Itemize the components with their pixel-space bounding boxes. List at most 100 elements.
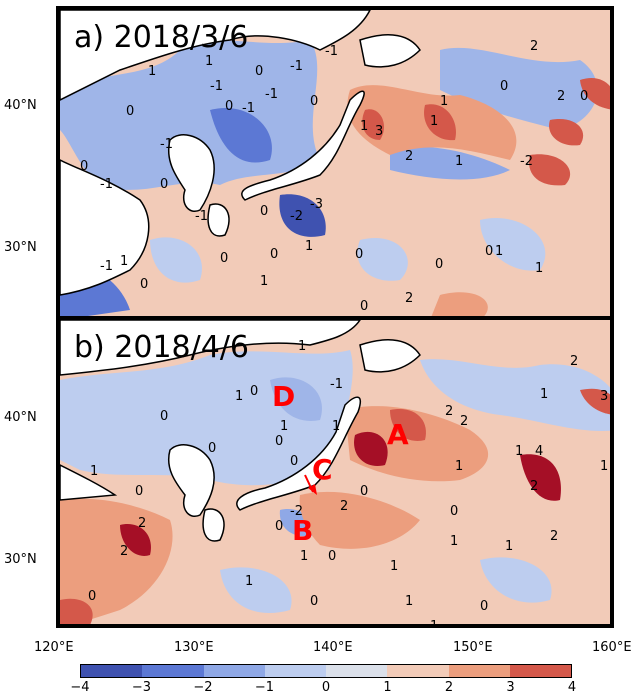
pos-region (60, 598, 93, 624)
contour-label: 2 (120, 544, 128, 559)
pos-region (529, 154, 571, 186)
neg-region (390, 146, 510, 180)
land-hokkaido (359, 339, 421, 373)
contour-label: 2 (530, 39, 538, 54)
contour-label: 0 (270, 247, 278, 262)
contour-label: 3 (600, 389, 608, 404)
contour-label: 1 (305, 239, 313, 254)
land-china-coast (60, 159, 150, 296)
colorbar-tick: 0 (321, 680, 331, 695)
pos-region (390, 409, 426, 441)
contour-label: 0 (135, 484, 143, 499)
contour-label: 0 (328, 549, 336, 564)
colorbar-tick: 3 (506, 680, 515, 695)
region-label-a: A (387, 418, 409, 451)
colorbar-tick: −1 (254, 680, 275, 695)
pos-region (362, 109, 385, 140)
neg-region (480, 557, 552, 603)
contour-label: 0 (435, 257, 443, 272)
pos-region (60, 498, 173, 624)
contour-label: 1 (280, 419, 288, 434)
contour-label: 0 (480, 599, 488, 614)
neg-region (420, 359, 610, 431)
contour-label: 1 (205, 54, 213, 69)
land-korea (168, 134, 215, 212)
land-asia (60, 10, 371, 101)
contour-label: -1 (242, 101, 255, 116)
contour-label: 0 (126, 104, 134, 119)
pos-region (520, 454, 561, 501)
x-tick-140e: 140°E (313, 640, 353, 655)
contour-label: 2 (405, 149, 413, 164)
contour-label: 1 (300, 549, 308, 564)
contour-label: -1 (100, 177, 113, 192)
contour-label: 2 (557, 89, 565, 104)
contour-label: 2 (405, 291, 413, 306)
contour-label: -1 (100, 259, 113, 274)
colorbar-segment (509, 665, 571, 677)
contour-label: 2 (445, 404, 453, 419)
contour-label: 1 (495, 244, 503, 259)
panel-b-title: b) 2018/4/6 (74, 330, 250, 365)
contour-label: 1 (505, 539, 513, 554)
neg-region (440, 47, 598, 130)
land-korea (168, 444, 215, 517)
neg-region (210, 108, 272, 163)
contour-label: 0 (260, 204, 268, 219)
contour-label: 0 (160, 177, 168, 192)
neg-region (480, 218, 546, 271)
pos-region (299, 491, 420, 549)
land-asia (60, 320, 361, 376)
contour-label: 3 (375, 124, 383, 139)
contour-label: -1 (290, 59, 303, 74)
contour-label: 1 (90, 464, 98, 479)
contour-label: 1 (535, 261, 543, 276)
colorbar-segment (203, 665, 265, 677)
contour-label: 2 (138, 516, 146, 531)
contour-label: -1 (210, 79, 223, 94)
contour-label: 0 (255, 64, 263, 79)
contour-label: 0 (450, 504, 458, 519)
contour-label: 0 (290, 454, 298, 469)
panel-b-map: 1 0 -1 0 0 1 0 1 2 0 1 0 2 1 2 1 1 0 2 2 -2 0 1 1 0 2 1 0 0 1 1 2 1 1 0 3 2 1… (56, 316, 614, 628)
colorbar (80, 664, 572, 678)
land-japan-honshu (236, 396, 362, 511)
contour-label: 1 (360, 119, 368, 134)
contour-label: 1 (405, 594, 413, 609)
colorbar-tick: 4 (567, 680, 577, 695)
pos-region (354, 431, 388, 466)
land-japan-honshu (241, 90, 365, 201)
colorbar-tick: −4 (70, 680, 90, 695)
land-china-coast (60, 464, 118, 501)
contour-label: -2 (290, 504, 303, 519)
contour-label: -1 (195, 209, 208, 224)
contour-label: 1 (540, 387, 548, 402)
land-kyushu (207, 203, 230, 237)
contour-label: 1 (332, 419, 340, 434)
neg-region (220, 567, 292, 614)
contour-label: 0 (275, 519, 283, 534)
neg-region (270, 377, 322, 421)
region-label-d: D (272, 380, 296, 413)
panel-a-title: a) 2018/3/6 (74, 20, 249, 55)
x-tick-130e: 130°E (174, 640, 214, 655)
contour-label: 1 (298, 339, 306, 354)
contour-label: 1 (450, 534, 458, 549)
colorbar-segment (448, 665, 510, 677)
contour-label: -1 (330, 377, 343, 392)
contour-label: 0 (80, 159, 88, 174)
contour-label: -3 (310, 197, 323, 212)
contour-label: 1 (430, 114, 438, 129)
land-kyushu (202, 508, 225, 542)
contour-label: 4 (535, 444, 543, 459)
contour-label: -2 (290, 209, 303, 224)
contour-label: 0 (360, 299, 368, 314)
contour-label: 1 (148, 64, 156, 79)
contour-label: 2 (550, 529, 558, 544)
neg-region (150, 237, 202, 283)
pos-region (549, 119, 584, 146)
y-tick-40n-b: 40°N (4, 410, 37, 425)
arrow-c-head (308, 484, 317, 495)
panel-a-map: -1 0 -1 0 -1 1 0 -1 -1 1 0 -1 0 1 2 0 -2 1 3 1 -2 0 -1 2 -3 0 1 0 1 2… (56, 6, 614, 320)
